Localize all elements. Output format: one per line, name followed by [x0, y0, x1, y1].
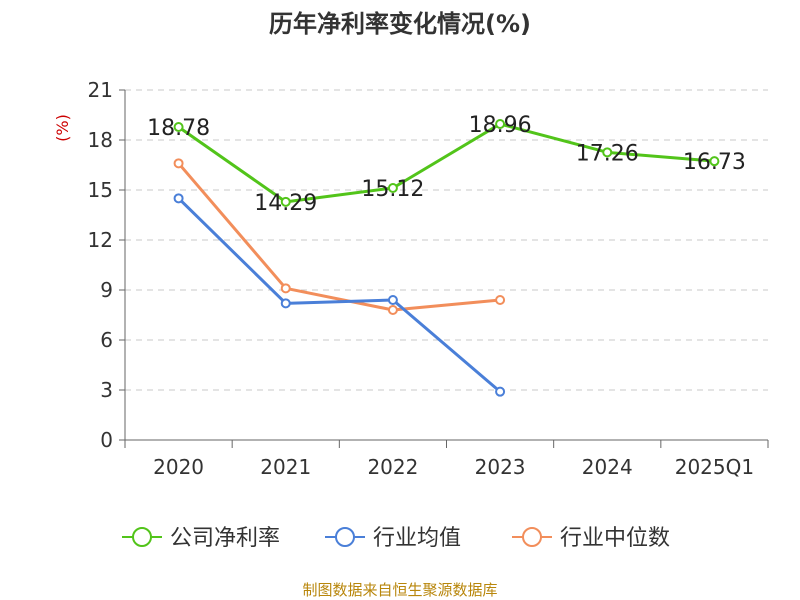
y-tick-label: 21 [88, 78, 113, 102]
axes: 0 3 6 9 12 15 18 21 2020 2021 2022 2023 2024 2025Q1 [88, 78, 769, 479]
x-tick-label: 2020 [153, 455, 204, 479]
y-tick-label: 18 [88, 128, 113, 152]
data-label: 18.78 [147, 116, 210, 141]
data-point [602, 147, 613, 158]
data-label: 17.26 [576, 141, 639, 166]
x-tick-label: 2021 [260, 455, 311, 479]
gridlines [125, 89, 768, 391]
data-point [387, 295, 398, 305]
series-line [177, 122, 715, 204]
data-point [495, 119, 506, 129]
data-point [173, 158, 184, 169]
legend-marker [335, 527, 355, 547]
y-tick-label: 12 [88, 228, 113, 252]
y-tick-label: 6 [100, 328, 113, 352]
legend-label: 行业中位数 [560, 526, 670, 551]
legend: 公司净利率 行业均值 行业中位数 [122, 526, 670, 551]
data-point [387, 305, 398, 315]
data-point [387, 183, 398, 193]
y-axis-unit-label: (%) [53, 114, 72, 142]
data-label: 18.96 [469, 113, 532, 138]
source-note: 制图数据来自恒生聚源数据库 [302, 581, 497, 599]
data-labels: 18.78 14.29 15.12 18.96 17.26 16.73 [147, 113, 746, 216]
y-tick-label: 9 [100, 278, 113, 302]
data-point [173, 193, 184, 204]
legend-marker [522, 527, 542, 547]
legend-item: 行业均值 [325, 526, 461, 551]
y-tick-label: 0 [100, 428, 113, 452]
legend-label: 行业均值 [373, 526, 461, 551]
x-tick-label: 2024 [582, 455, 633, 479]
y-tick-label: 3 [100, 378, 113, 402]
data-label: 15.12 [361, 177, 424, 202]
data-point [280, 298, 291, 309]
data-point [280, 283, 291, 294]
x-tick-label: 2022 [367, 455, 418, 479]
data-point [495, 295, 506, 305]
chart-title: 历年净利率变化情况(%) [269, 10, 531, 38]
series-line [177, 162, 501, 312]
x-tick-label: 2023 [475, 455, 526, 479]
data-label: 14.29 [254, 191, 317, 216]
legend-item: 公司净利率 [122, 526, 280, 551]
data-point [495, 386, 506, 397]
series-line [177, 197, 502, 393]
legend-label: 公司净利率 [170, 526, 280, 551]
y-tick-label: 15 [88, 178, 113, 202]
data-label: 16.73 [683, 150, 746, 175]
x-tick-label: 2025Q1 [675, 455, 754, 479]
legend-item: 行业中位数 [512, 526, 670, 551]
data-point [173, 122, 184, 132]
legend-marker [132, 527, 152, 547]
series-lines [173, 119, 720, 397]
data-point [709, 156, 720, 167]
data-point [280, 196, 291, 207]
